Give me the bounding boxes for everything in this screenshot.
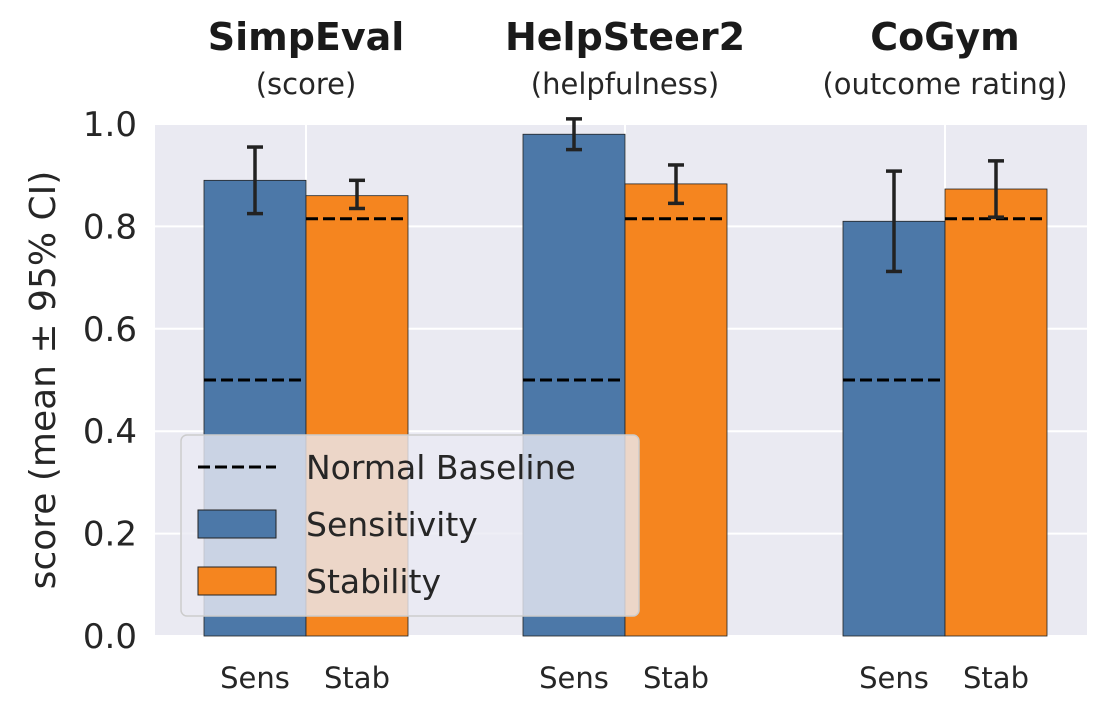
legend-sensitivity-swatch <box>197 509 277 539</box>
panel-title-0: SimpEval <box>208 15 405 59</box>
x-tick-label-1-0: Sens <box>539 661 609 695</box>
legend-label-baseline: Normal Baseline <box>306 448 576 487</box>
panel-titles: SimpEval (score) HelpSteer2 (helpfulness) Co… <box>208 15 1068 101</box>
legend-label-stability: Stability <box>306 562 441 601</box>
bar-1-1 <box>624 183 728 637</box>
x-axis-ticks: Sens Stab Sens Stab Sens Stab <box>220 661 1029 695</box>
y-tick-label-0: 0.0 <box>83 617 137 657</box>
bar-2-0 <box>842 220 946 637</box>
legend-stability-swatch <box>197 566 277 596</box>
panel-title-2: CoGym <box>870 15 1020 59</box>
bar-2-1 <box>944 188 1048 637</box>
legend: Normal Baseline Sensitivity Stability <box>180 434 640 617</box>
x-tick-label-0-0: Sens <box>220 661 290 695</box>
y-tick-label-5: 1.0 <box>83 105 137 145</box>
legend-frame <box>180 434 640 617</box>
x-tick-label-2-0: Sens <box>859 661 929 695</box>
y-tick-label-2: 0.4 <box>83 412 137 452</box>
panel-title-1: HelpSteer2 <box>505 15 745 59</box>
x-tick-label-0-1: Stab <box>324 661 390 695</box>
panel-subtitle-0: (score) <box>256 67 357 101</box>
baseline-lines <box>204 217 1047 382</box>
x-tick-label-1-1: Stab <box>643 661 709 695</box>
y-axis-label: score (mean ± 95% CI) <box>23 171 64 590</box>
legend-label-sensitivity: Sensitivity <box>306 505 478 544</box>
y-tick-label-1: 0.2 <box>83 515 137 555</box>
y-axis-ticks: 0.0 0.2 0.4 0.6 0.8 1.0 <box>83 105 137 657</box>
panel-subtitle-2: (outcome rating) <box>822 67 1067 101</box>
y-tick-label-3: 0.6 <box>83 310 137 350</box>
x-tick-label-2-1: Stab <box>963 661 1029 695</box>
error-bars <box>247 117 1004 274</box>
y-tick-label-4: 0.8 <box>83 207 137 247</box>
panel-subtitle-1: (helpfulness) <box>531 67 719 101</box>
